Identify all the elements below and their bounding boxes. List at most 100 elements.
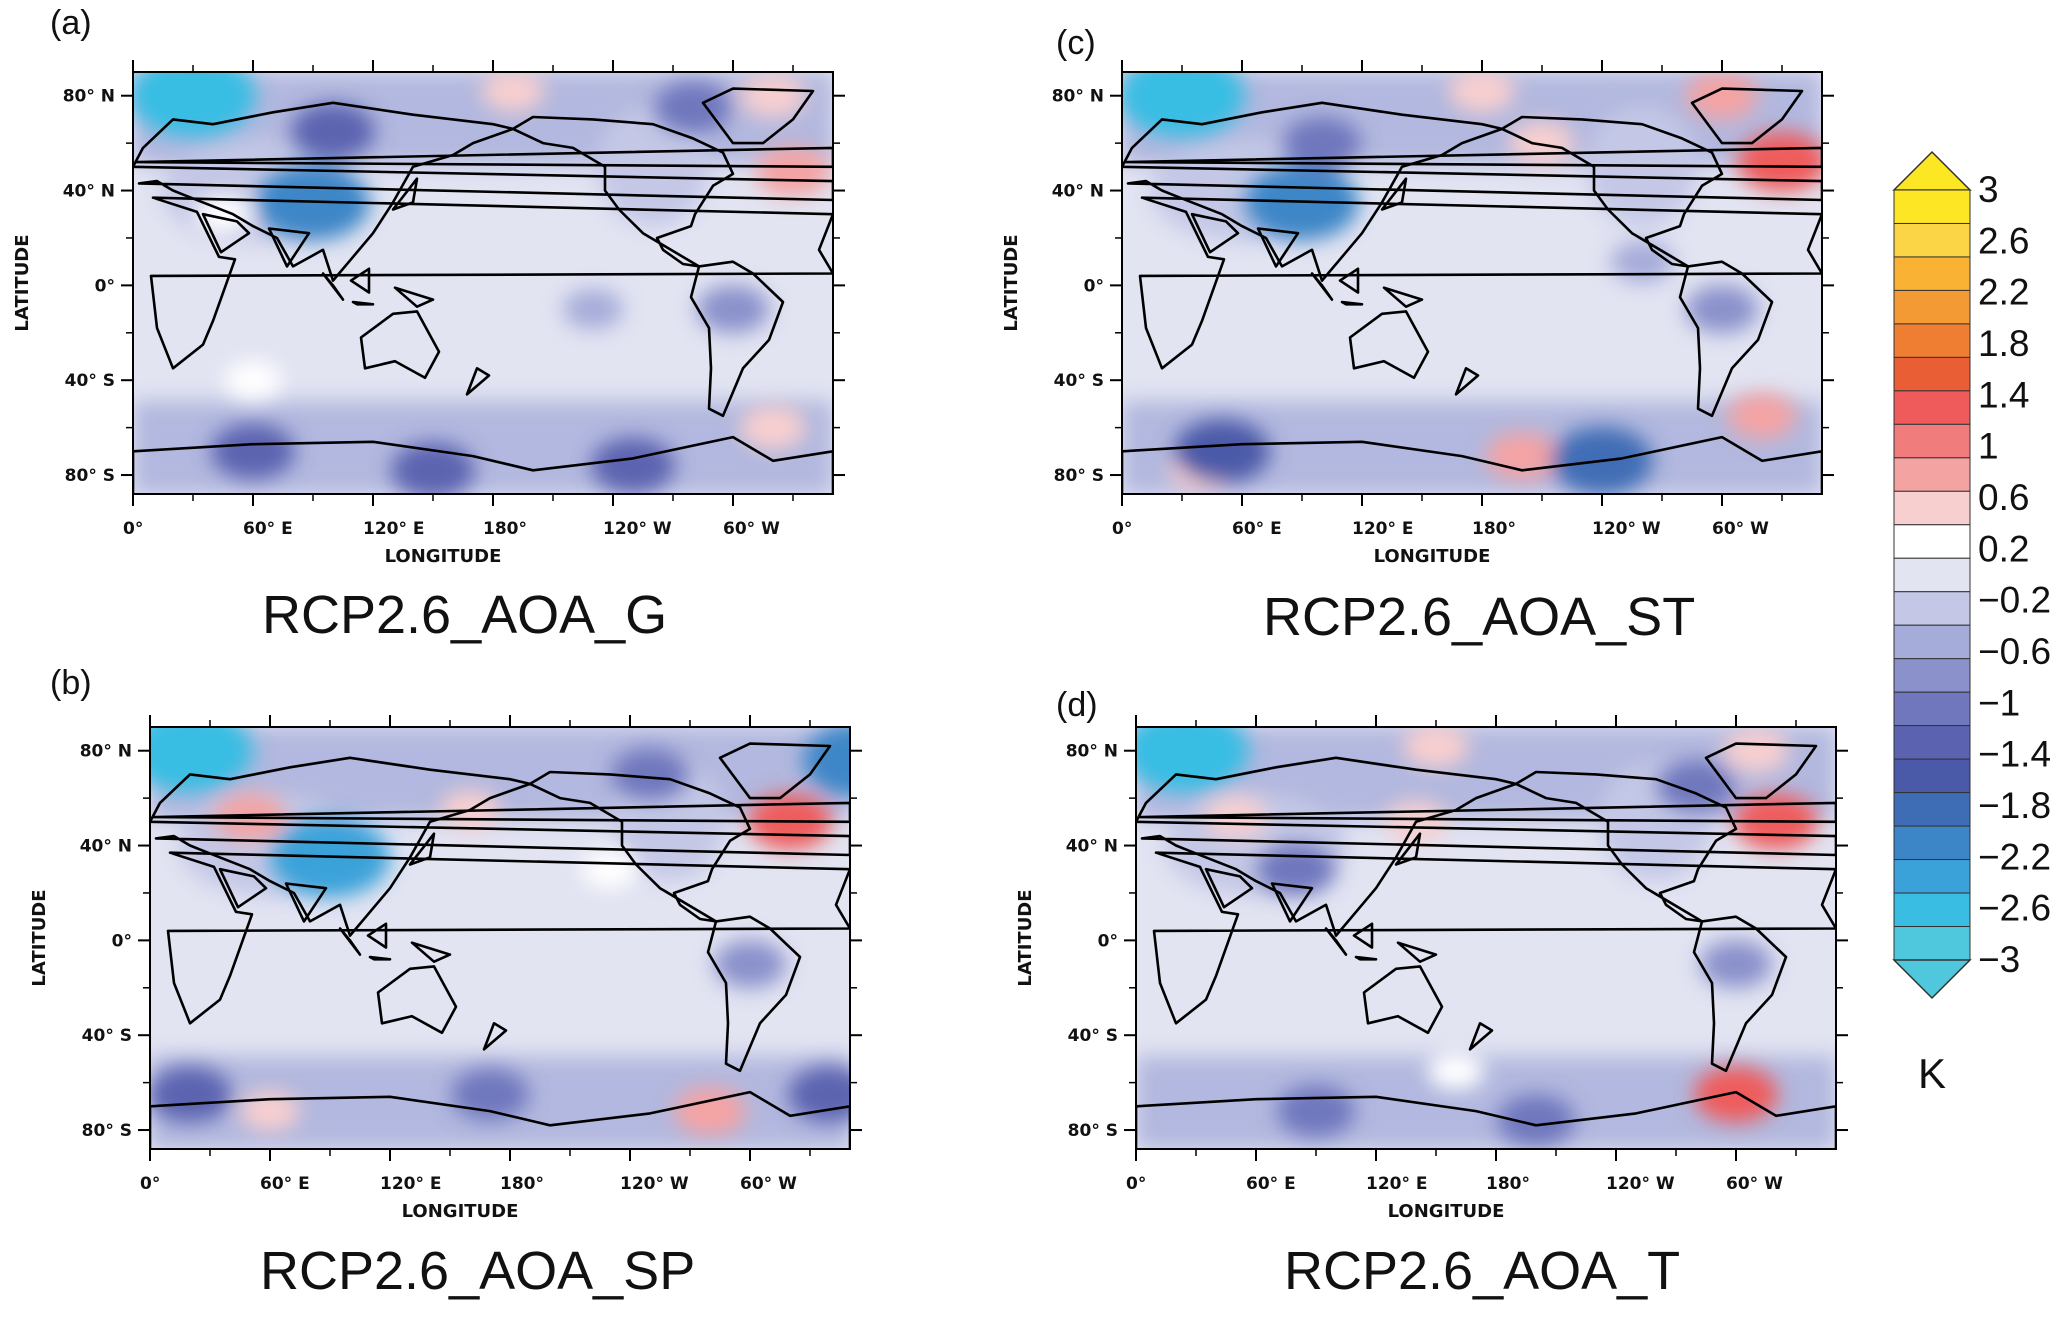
coastline-10: [1340, 300, 1364, 306]
anomaly-blob-12: [224, 361, 282, 400]
coastline-10: [351, 300, 375, 306]
panel-b: 0° 60° E 120° E 180° 120° W 60° W 80° N 40° N 0°…: [0, 0, 900, 1318]
coastline-15: [1124, 146, 1822, 169]
colorbar: 3 2.6 2.2 1.8 1.4 1 0.6 0.2 −0.2 −0.6 −1 −1.4 −1.8 −2…: [1892, 150, 2051, 1000]
colorbar-units: K: [1918, 1050, 1947, 1097]
x-tick-label: 120° W: [603, 519, 672, 539]
panel-d-map: 0° 60° E 120° E 180° 120° W 60° W 80° N 40° N 0°…: [1015, 715, 1848, 1222]
panel-c: 0° 60° E 120° E 180° 120° W 60° W 80° N 40° N 0°…: [0, 0, 1900, 600]
x-tick-label: 120° W: [620, 1174, 689, 1194]
coastline-3: [1256, 227, 1300, 268]
anomaly-blob-11: [1727, 392, 1797, 439]
coastline-3: [284, 882, 328, 923]
x-tick-label: 180°: [500, 1174, 544, 1194]
coastline-7: [689, 260, 785, 418]
map-frame: [132, 71, 834, 495]
anomaly-blob-13: [581, 850, 639, 889]
coastline-6: [718, 742, 832, 800]
coastline-2: [1204, 867, 1254, 909]
y-tick-label: 80° S: [1068, 1121, 1118, 1141]
colorbar-bin-16: [1893, 725, 1971, 760]
anomaly-blob-4: [1449, 72, 1515, 113]
colorbar-label-0: 3: [1978, 169, 1999, 210]
anomaly-field: [1122, 72, 1822, 494]
y-tick-label: 0°: [1098, 931, 1118, 951]
anomaly-blob-6: [1283, 117, 1361, 170]
coastline-7: [1678, 260, 1774, 418]
panel-d-letter: (d): [1056, 686, 1098, 724]
coastline-7: [706, 915, 802, 1073]
anomaly-blob-13: [1610, 240, 1674, 283]
anomaly-blob-3: [654, 81, 732, 134]
anomaly-blob-14: [697, 285, 769, 334]
x-tick-label: 120° E: [1366, 1174, 1428, 1194]
coastline-13: [408, 832, 436, 866]
colorbar-bin-20: [1893, 859, 1971, 894]
colorbar-bin-0: [1893, 189, 1971, 224]
y-tick-label: 80° N: [63, 87, 115, 107]
anomaly-blob-4: [1403, 727, 1469, 768]
anomaly-blob-13: [563, 289, 623, 330]
coastline-4: [1348, 310, 1430, 380]
x-tick-label: 60° W: [1726, 1174, 1783, 1194]
coastlines: [1122, 87, 1822, 494]
coastline-0: [1152, 851, 1836, 1025]
anomaly-blob-8: [211, 423, 295, 480]
colorbar-bin-17: [1893, 758, 1971, 794]
colorbar-bin-11: [1893, 557, 1971, 593]
coastline-8: [133, 435, 833, 494]
y-tick-label: 80° S: [65, 466, 115, 486]
coastline-6: [701, 87, 815, 145]
colorbar-bin-10: [1893, 524, 1971, 559]
y-axis-label: LATITUDE: [29, 889, 50, 986]
coastlines: [133, 87, 833, 494]
coastline-9: [1324, 927, 1348, 956]
x-tick-label: 0°: [140, 1174, 160, 1194]
coastline-11: [410, 941, 452, 963]
colorbar-bin-12: [1893, 591, 1971, 626]
anomaly-blob-10: [1174, 419, 1270, 484]
y-tick-label: 80° N: [1066, 742, 1118, 762]
colorbar-bin-5: [1893, 356, 1971, 392]
y-tick-label: 40° S: [1054, 371, 1104, 391]
anomaly-blob-10: [1497, 1094, 1575, 1147]
x-tick-label: 180°: [1486, 1174, 1530, 1194]
colorbar-label-1: 2.6: [1978, 220, 2029, 261]
colorbar-under-triangle: [1892, 959, 1972, 1000]
coastline-14: [482, 1022, 508, 1051]
coastline-10: [1354, 955, 1378, 961]
anomaly-blob-9: [391, 442, 475, 494]
coastline-15: [135, 146, 833, 169]
anomaly-blob-9: [150, 1066, 232, 1123]
coastline-1: [133, 101, 833, 282]
coastline-15: [1138, 801, 1836, 824]
y-axis-label: LATITUDE: [1015, 889, 1036, 986]
coastline-12: [1338, 267, 1360, 294]
coastline-13: [1380, 177, 1408, 211]
anomaly-blob-12: [1686, 285, 1758, 334]
anomaly-blob-6: [481, 72, 545, 112]
coastline-11: [1396, 941, 1438, 963]
x-tick-label: 120° E: [1352, 519, 1414, 539]
y-tick-label: 80° S: [82, 1121, 132, 1141]
x-tick-label: 60° W: [723, 519, 780, 539]
coastline-8: [150, 1090, 850, 1149]
coastline-5: [1514, 770, 1738, 923]
colorbar-bin-6: [1893, 390, 1971, 425]
coastline-11: [393, 286, 435, 308]
x-tick-label: 120° W: [1592, 519, 1661, 539]
coastline-9: [338, 927, 362, 956]
y-tick-label: 0°: [112, 931, 132, 951]
y-tick-label: 40° S: [1068, 1026, 1118, 1046]
anomaly-blob-11: [740, 405, 806, 450]
coastline-6: [1690, 87, 1804, 145]
coastline-5: [1500, 115, 1724, 268]
panel-a: 0° 60° E 120° E 180° 120° W 60° W 80° N 40° N 0°…: [0, 0, 900, 600]
colorbar-bin-22: [1893, 926, 1971, 961]
map-frame: [1121, 71, 1823, 495]
colorbar-bin-21: [1893, 892, 1971, 928]
panel-d: 0° 60° E 120° E 180° 120° W 60° W 80° N 40° N 0°…: [1015, 715, 1848, 1222]
x-tick-label: 60° W: [1712, 519, 1769, 539]
coastline-7: [1692, 915, 1788, 1073]
x-tick-label: 60° W: [740, 1174, 797, 1194]
